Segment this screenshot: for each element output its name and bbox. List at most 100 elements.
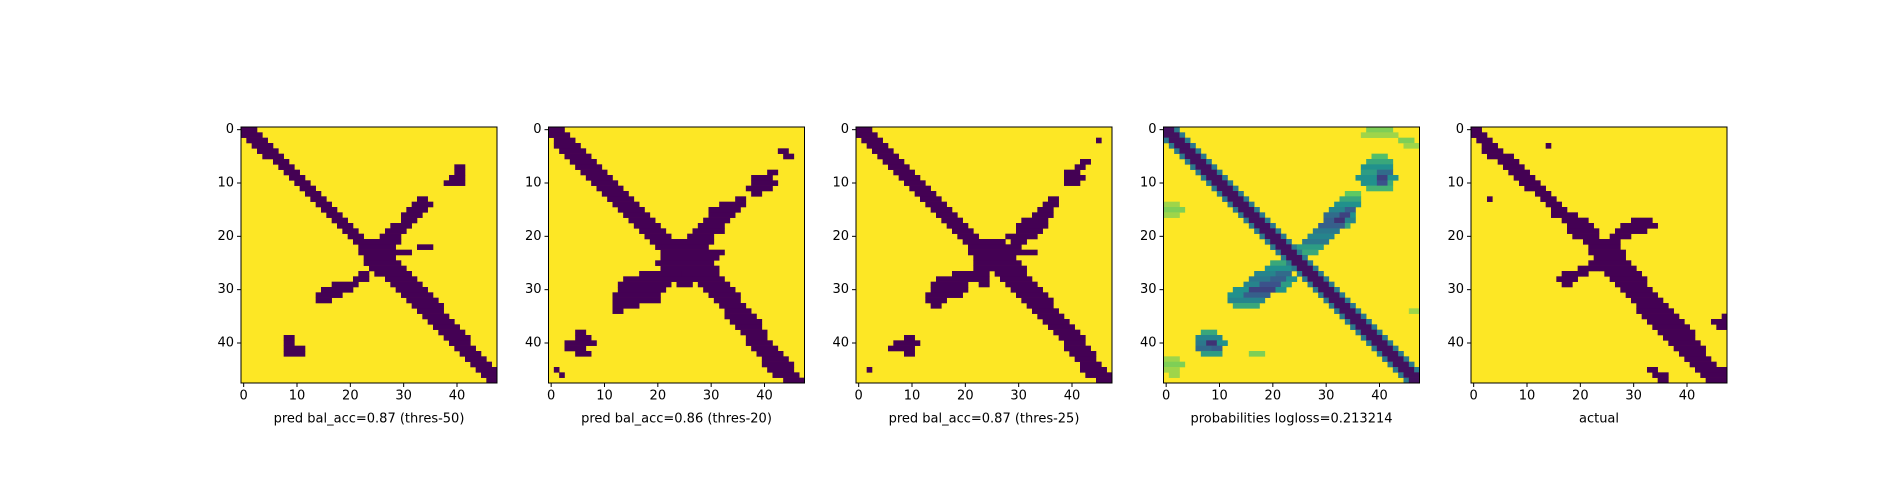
heatmap-cells [1286, 255, 1303, 261]
heatmap-cells [347, 233, 364, 240]
heatmap-cells [761, 356, 789, 362]
heatmap-cells [283, 169, 300, 176]
x-tick-label: 30 [395, 389, 412, 404]
heatmap-cells [1243, 217, 1250, 224]
heatmap-cells [909, 185, 931, 192]
heatmap-cells [1615, 281, 1648, 288]
heatmap-cells [751, 180, 779, 186]
heatmap-cells [1376, 175, 1388, 181]
heatmap-cells [1021, 297, 1054, 304]
heatmap-cells [1248, 276, 1271, 282]
heatmap-cells [1296, 271, 1303, 277]
y-tick-label: 40 [217, 336, 234, 351]
heatmap-cells [283, 340, 295, 346]
heatmap-cells [1387, 340, 1394, 346]
heatmap-cells [719, 303, 747, 309]
heatmap-cells [1371, 340, 1388, 346]
heatmap-cells [1302, 239, 1330, 245]
heatmap-cells [703, 217, 731, 224]
axes-frame [855, 126, 1113, 384]
heatmap-cells [1163, 137, 1170, 144]
heatmap-cells [1080, 159, 1091, 165]
heatmap-cells [246, 137, 268, 144]
heatmap-cells [1080, 367, 1107, 373]
heatmap-cells [692, 228, 725, 234]
y-tick-label: 0 [533, 122, 541, 137]
heatmap-cells [358, 249, 412, 256]
heatmap-cells [1318, 223, 1346, 229]
heatmap-cells [1238, 212, 1244, 218]
heatmap-cells [1673, 345, 1706, 352]
heatmap-cells [1222, 191, 1239, 197]
heatmap-cells [703, 287, 736, 293]
heatmap-cells [241, 127, 258, 133]
heatmap-cells [406, 207, 428, 213]
heatmap-cells [904, 351, 915, 357]
heatmap-cells [925, 297, 947, 304]
heatmap-cells [1232, 303, 1260, 309]
x-tick-label: 20 [1265, 389, 1282, 404]
heatmap-cells [1355, 329, 1362, 336]
heatmap-cells [1535, 191, 1552, 197]
heatmap-cells [1291, 244, 1298, 250]
heatmap-cells [1296, 249, 1303, 256]
heatmap-cells [1387, 180, 1394, 186]
heatmap-cells [1080, 361, 1102, 368]
heatmap-cells [1206, 180, 1212, 186]
heatmap-cells [1259, 228, 1276, 234]
heatmap-cells [459, 351, 482, 357]
heatmap-cells [596, 185, 624, 192]
heatmap-cells [946, 223, 969, 229]
heatmap-cells [713, 297, 741, 304]
heatmap-cells [1519, 180, 1541, 186]
heatmap-cells [957, 233, 979, 240]
x-tick-label: 40 [1371, 389, 1388, 404]
heatmap-cells [1275, 228, 1282, 234]
heatmap-cells [767, 169, 779, 176]
y-tick-label: 30 [1140, 282, 1157, 297]
heatmap-cells [289, 175, 306, 181]
heatmap-cells [1037, 313, 1065, 320]
heatmap-cells [1195, 345, 1212, 352]
heatmap-cells [1243, 196, 1250, 202]
heatmap-cells [1032, 308, 1059, 314]
heatmap-cells [559, 148, 587, 154]
panel: 0 10 20 30 40 0 10 20 30 40 probabilities logloss=… [1140, 122, 1420, 427]
heatmap-cells [564, 340, 597, 346]
heatmap-cells [564, 153, 592, 160]
heatmap-cells [564, 345, 587, 352]
heatmap-cells [1227, 297, 1266, 304]
heatmap-cells [612, 292, 661, 298]
heatmap-cells [1487, 196, 1493, 202]
heatmap-cells [697, 223, 725, 229]
heatmap-cells [1248, 223, 1255, 229]
y-tick-label: 40 [1140, 336, 1157, 351]
heatmap-cells [1657, 377, 1669, 384]
heatmap-cells [1222, 175, 1228, 181]
x-tick-label: 30 [1625, 389, 1642, 404]
heatmap-cells [882, 159, 905, 165]
heatmap-cells [601, 191, 629, 197]
y-tick-label: 30 [525, 282, 542, 297]
heatmap-cells [612, 201, 640, 208]
heatmap-cells [1000, 276, 1033, 282]
heatmap-cells [1280, 281, 1292, 288]
heatmap-cells [1403, 356, 1410, 362]
heatmap-cells [767, 367, 795, 373]
heatmap-cells [1599, 265, 1637, 272]
heatmap-cells [1211, 164, 1218, 170]
heatmap-cells [1366, 185, 1394, 192]
heatmap-cells [1503, 164, 1525, 170]
heatmap-cells [1312, 281, 1330, 288]
heatmap-cells [1064, 169, 1081, 176]
heatmap-cells [358, 244, 396, 250]
heatmap-cells [1163, 361, 1186, 368]
heatmap-cells [930, 281, 969, 288]
heatmap-cells [1163, 356, 1180, 362]
heatmap-cells [1296, 244, 1324, 250]
heatmap-cells [1216, 169, 1223, 176]
heatmap-cells [273, 159, 290, 165]
x-tick-label: 0 [547, 389, 555, 404]
x-tick-label: 20 [342, 389, 359, 404]
heatmap-cells [1366, 127, 1394, 133]
